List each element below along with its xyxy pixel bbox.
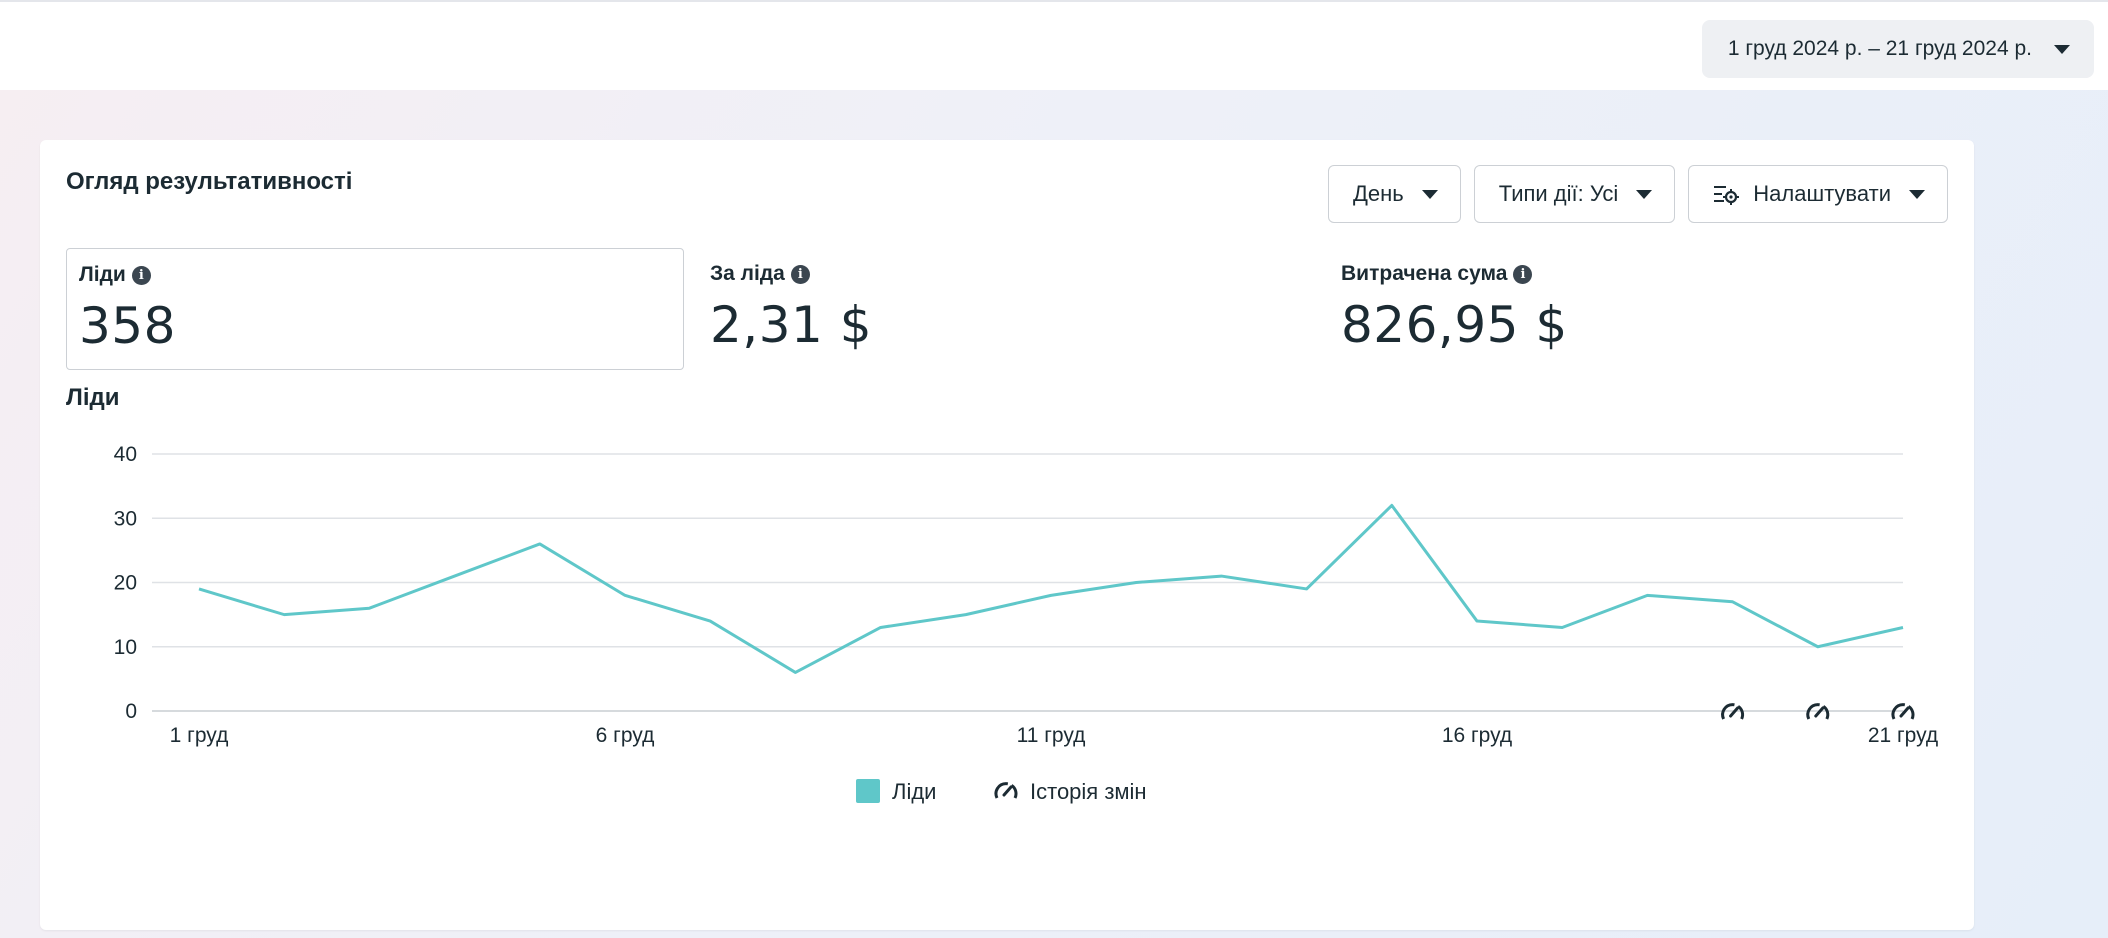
legend-label: Історія змін [1030,779,1147,804]
metric-value: 358 [79,297,176,355]
x-tick-label: 1 груд [170,724,229,747]
metric-value: 826,95 $ [1341,296,1568,354]
action-types-label: Типи дії: Усі [1498,181,1619,206]
metric-spent-label-row: Витрачена сума i [1341,262,1935,286]
top-bar: 1 груд 2024 р. – 21 груд 2024 р. [0,0,2108,90]
y-tick-label: 40 [114,443,137,466]
history-marker-icon[interactable] [1806,703,1830,720]
y-tick-label: 10 [114,636,137,659]
chevron-down-icon [2054,44,2070,54]
y-tick-label: 30 [114,507,137,530]
customize-dropdown[interactable]: Налаштувати [1688,165,1948,223]
legend-label: Ліди [892,779,936,804]
x-tick-label: 11 груд [1017,724,1086,747]
performance-overview-card: Огляд результативності День Типи дії: Ус… [40,140,1974,930]
date-range-picker[interactable]: 1 груд 2024 р. – 21 груд 2024 р. [1701,20,2094,78]
customize-label: Налаштувати [1753,181,1891,206]
metric-cost-per-lead[interactable]: За ліда i 2,31 $ [698,248,1316,370]
x-tick-label: 16 груд [1442,724,1512,747]
history-marker-icon[interactable] [1891,703,1915,720]
y-tick-label: 0 [125,700,137,723]
history-marker-icon[interactable] [1721,703,1745,720]
info-icon[interactable]: i [1513,264,1533,284]
x-tick-label: 6 груд [596,724,655,747]
history-icon[interactable] [994,782,1018,799]
date-range-label: 1 груд 2024 р. – 21 груд 2024 р. [1727,37,2032,60]
legend-swatch [856,779,880,803]
chart-controls: День Типи дії: Усі Налаштувати [1327,165,1948,223]
chevron-down-icon [1909,189,1925,199]
metric-cost-label-row: За ліда i [710,262,1304,286]
settings-sliders-icon [1714,186,1740,205]
y-tick-label: 20 [114,572,137,595]
chart-title: Ліди [66,384,120,411]
card-title: Огляд результативності [66,168,353,195]
metric-leads-label-row: Ліди i [79,263,671,287]
x-tick-label: 21 груд [1868,724,1938,747]
info-icon[interactable]: i [131,265,151,285]
metrics-row: Ліди i 358 За ліда i 2,31 $ Витрачена су… [66,248,1946,370]
metric-leads[interactable]: Ліди i 358 [66,248,684,370]
metric-label: За ліда [710,262,785,285]
chevron-down-icon [1421,189,1438,199]
chevron-down-icon [1636,189,1653,199]
leads-line-chart: 0 10 20 30 40 1 груд 6 груд 11 груд 16 груд 21 гр… [114,443,1939,804]
action-types-dropdown[interactable]: Типи дії: Усі [1473,165,1676,223]
metric-amount-spent[interactable]: Витрачена сума i 826,95 $ [1329,248,1947,370]
day-dropdown[interactable]: День [1327,165,1461,223]
metric-label: Ліди [79,263,126,286]
series-line [198,503,1904,674]
metric-label: Витрачена сума [1341,262,1508,285]
metric-value: 2,31 $ [710,296,873,354]
info-icon[interactable]: i [790,264,810,284]
day-dropdown-label: День [1352,181,1404,206]
